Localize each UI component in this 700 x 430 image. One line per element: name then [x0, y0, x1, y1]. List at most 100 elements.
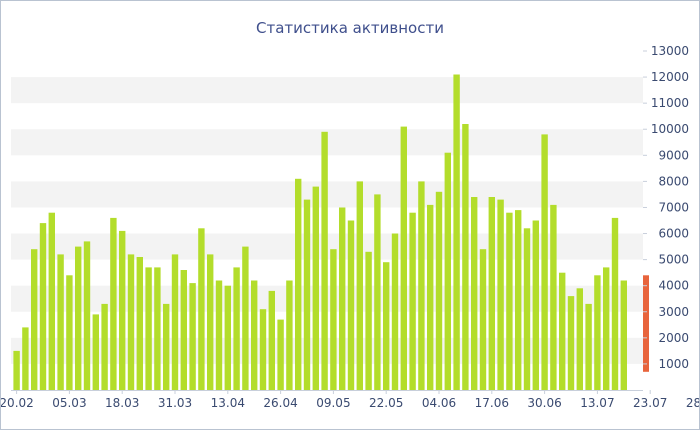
bar	[286, 280, 293, 390]
bars	[13, 74, 627, 391]
bar	[339, 207, 346, 390]
x-tick-label: 23.07	[633, 396, 667, 410]
x-tick-label: 22.05	[369, 396, 403, 410]
bar	[603, 267, 610, 390]
bar	[347, 220, 355, 390]
x-tick-label: 31.03	[158, 396, 192, 410]
bar	[303, 199, 311, 390]
bar	[559, 272, 566, 390]
bar	[594, 275, 601, 390]
y-tick-label: 5000	[658, 253, 689, 267]
y-tick-label: 4000	[658, 279, 689, 293]
bar	[444, 152, 451, 390]
bar	[321, 131, 328, 391]
bar	[567, 296, 575, 390]
bar	[189, 283, 196, 390]
bar	[479, 249, 487, 390]
bar	[488, 197, 495, 390]
bar	[418, 181, 425, 390]
bar	[163, 303, 170, 390]
bar	[620, 280, 627, 390]
bar	[550, 204, 557, 390]
bar	[180, 270, 187, 390]
highlight-bar-group	[643, 275, 649, 372]
bar	[277, 319, 284, 390]
bar	[506, 212, 513, 390]
x-tick-label: 26.04	[263, 396, 297, 410]
bar	[427, 204, 434, 390]
bar	[365, 251, 372, 390]
bar	[224, 285, 231, 390]
bar	[207, 254, 214, 390]
bar	[198, 228, 205, 390]
bar	[57, 254, 64, 390]
bar	[295, 178, 302, 390]
y-tick-label: 9000	[658, 148, 689, 162]
bar	[171, 254, 179, 390]
x-tick-label: 09.05	[316, 396, 350, 410]
bar	[611, 217, 619, 390]
bar	[75, 246, 82, 390]
bar	[110, 217, 117, 390]
bar	[119, 230, 126, 390]
highlight-bar	[643, 275, 649, 372]
bar	[409, 212, 416, 390]
x-tick-label: 28.07	[686, 396, 699, 410]
bar	[585, 303, 592, 390]
bar	[391, 233, 399, 390]
bar	[462, 124, 469, 390]
bar	[92, 314, 99, 390]
chart-title: Статистика активности	[256, 19, 444, 37]
bar	[330, 249, 337, 390]
y-tick-label: 13000	[651, 44, 689, 58]
bar	[356, 181, 363, 390]
y-tick-label: 2000	[658, 331, 689, 345]
bar	[101, 303, 108, 390]
x-tick-label: 04.06	[422, 396, 456, 410]
bar	[242, 246, 249, 390]
bar	[48, 212, 55, 390]
bar	[215, 280, 223, 390]
grid-band	[11, 77, 643, 104]
bar	[515, 210, 522, 390]
x-axis: 20.02 05.03 18.03 31.03 13.04 26.04 09.05 22.05…	[1, 390, 699, 410]
x-tick-label: 18.03	[105, 396, 139, 410]
bar	[13, 350, 20, 390]
bar	[31, 249, 38, 390]
bar	[541, 134, 548, 390]
bar	[39, 223, 47, 390]
y-tick-label: 11000	[651, 96, 689, 110]
y-tick-label: 1000	[658, 357, 689, 371]
bar	[154, 267, 161, 390]
bar	[233, 267, 240, 390]
x-tick-label: 05.03	[52, 396, 86, 410]
x-tick-label: 13.07	[580, 396, 614, 410]
y-tick-label: 7000	[658, 200, 689, 214]
bar	[383, 262, 390, 390]
bar	[268, 290, 275, 390]
bar	[251, 280, 258, 390]
y-axis: 1000 2000 3000 4000 5000 6000 7000 8000 9000 1000…	[643, 44, 689, 371]
x-tick-label: 30.06	[527, 396, 561, 410]
bar	[523, 228, 531, 390]
bar	[127, 254, 135, 390]
x-tick-label: 20.02	[1, 396, 34, 410]
bar	[83, 241, 91, 390]
bar	[435, 191, 443, 390]
bar	[497, 199, 504, 390]
bar	[400, 126, 407, 390]
bar	[532, 220, 539, 390]
y-tick-label: 10000	[651, 122, 689, 136]
bar	[66, 275, 73, 390]
bar	[136, 257, 143, 390]
bar	[259, 309, 267, 390]
bar	[312, 186, 319, 390]
bar	[145, 267, 152, 390]
y-tick-label: 8000	[658, 174, 689, 188]
x-tick-label: 17.06	[475, 396, 509, 410]
bar	[471, 197, 478, 390]
y-tick-label: 12000	[651, 70, 689, 84]
bar	[576, 288, 583, 390]
bar	[453, 74, 460, 390]
